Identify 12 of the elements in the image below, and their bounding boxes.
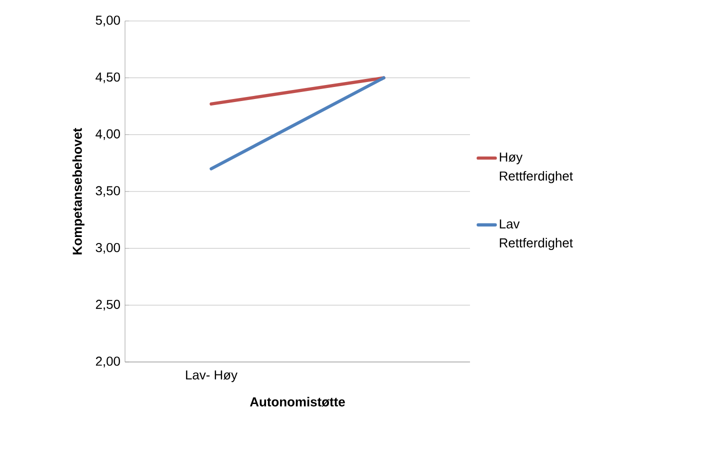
y-tick-label: 2,00 (96, 356, 120, 368)
legend-label: Lav Rettferdighet (500, 219, 573, 250)
y-tick-label: 2,50 (96, 300, 120, 310)
x-axis-title: Autonomistøtte (250, 396, 345, 407)
y-tick-label: 4,50 (96, 72, 120, 84)
x-tick-label: Lav- Høy (186, 370, 238, 382)
y-axis-title: Kompetansebehovet (72, 128, 84, 254)
y-tick-label: 3,00 (96, 242, 120, 254)
y-tick-label: 5,00 (96, 16, 120, 26)
y-tick-label: 4,00 (96, 129, 120, 140)
legend-label: Høy Rettferdighet (500, 152, 573, 184)
y-tick-label: 3,50 (96, 186, 120, 197)
